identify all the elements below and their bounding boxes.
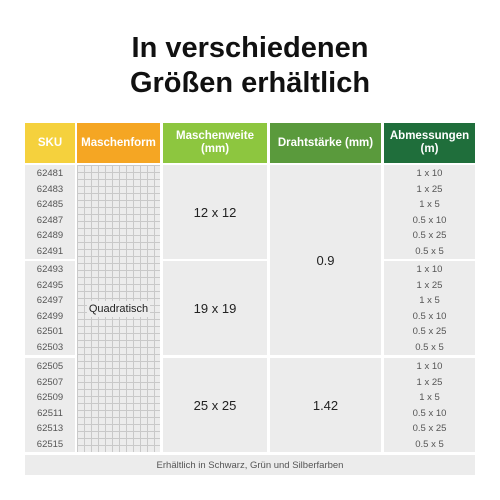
size: 0.5 x 25: [412, 423, 447, 434]
sku: 62513: [36, 423, 64, 434]
sku: 62493: [36, 264, 64, 275]
size-block: 1 x 10 1 x 25 1 x 5 0.5 x 10 0.5 x 25 0.5 x 5: [384, 165, 475, 259]
form-label: Quadratisch: [86, 300, 151, 317]
sku-block: 62481 62483 62485 62487 62489 62491: [25, 165, 75, 259]
size-block: 1 x 10 1 x 25 1 x 5 0.5 x 10 0.5 x 25 0.5 x 5: [384, 358, 475, 452]
size: 1 x 5: [419, 199, 440, 210]
mesh-form: Quadratisch: [77, 165, 160, 452]
size: 0.5 x 5: [415, 341, 444, 353]
size: 0.5 x 25: [412, 230, 447, 241]
column-header: Abmessungen (m): [384, 123, 475, 163]
size: 0.5 x 10: [412, 407, 447, 419]
sku: 62505: [36, 361, 64, 372]
column-header: Drahtstärke (mm): [270, 123, 381, 163]
size: 0.5 x 5: [415, 245, 444, 257]
sku: 62503: [36, 341, 64, 353]
sku: 62507: [36, 376, 64, 388]
size: 1 x 5: [419, 392, 440, 403]
sku: 62495: [36, 279, 64, 291]
size-block: 1 x 10 1 x 25 1 x 5 0.5 x 10 0.5 x 25 0.5 x 5: [384, 261, 475, 355]
mesh-size: 12 x 12: [163, 165, 267, 259]
size: 1 x 5: [419, 295, 440, 306]
size: 1 x 10: [416, 361, 443, 372]
sku: 62485: [36, 199, 64, 210]
sku: 62499: [36, 310, 64, 322]
mesh-size: 25 x 25: [163, 358, 267, 452]
sku: 62487: [36, 214, 64, 226]
size: 1 x 10: [416, 264, 443, 275]
sku: 62515: [36, 438, 64, 450]
wire-thickness: 1.42: [270, 358, 381, 452]
column-header: Maschenweite (mm): [163, 123, 267, 163]
size: 1 x 25: [416, 279, 443, 291]
size: 0.5 x 25: [412, 326, 447, 337]
wire-thickness: 0.9: [270, 165, 381, 355]
sku: 62489: [36, 230, 64, 241]
sku: 62491: [36, 245, 64, 257]
size: 0.5 x 10: [412, 310, 447, 322]
size: 1 x 25: [416, 183, 443, 195]
sku: 62509: [36, 392, 64, 403]
size: 1 x 10: [416, 168, 443, 179]
mesh-size: 19 x 19: [163, 261, 267, 355]
sku: 62511: [37, 407, 63, 419]
sku-block: 62493 62495 62497 62499 62501 62503: [25, 261, 75, 355]
sku: 62483: [36, 183, 64, 195]
size: 0.5 x 10: [412, 214, 447, 226]
size: 1 x 25: [416, 376, 443, 388]
sku: 62481: [36, 168, 64, 179]
title-line: Größen erhältlich: [129, 67, 371, 99]
size: 0.5 x 5: [415, 438, 444, 450]
sku: 62501: [36, 326, 64, 337]
column-header: Maschenform: [77, 123, 160, 163]
sku: 62497: [36, 295, 64, 306]
title-line: In verschiedenen: [131, 32, 369, 64]
footer-note: Erhältlich in Schwarz, Grün und Silberfa…: [25, 455, 475, 475]
column-header: SKU: [25, 123, 75, 163]
sku-block: 62505 62507 62509 62511 62513 62515: [25, 358, 75, 452]
